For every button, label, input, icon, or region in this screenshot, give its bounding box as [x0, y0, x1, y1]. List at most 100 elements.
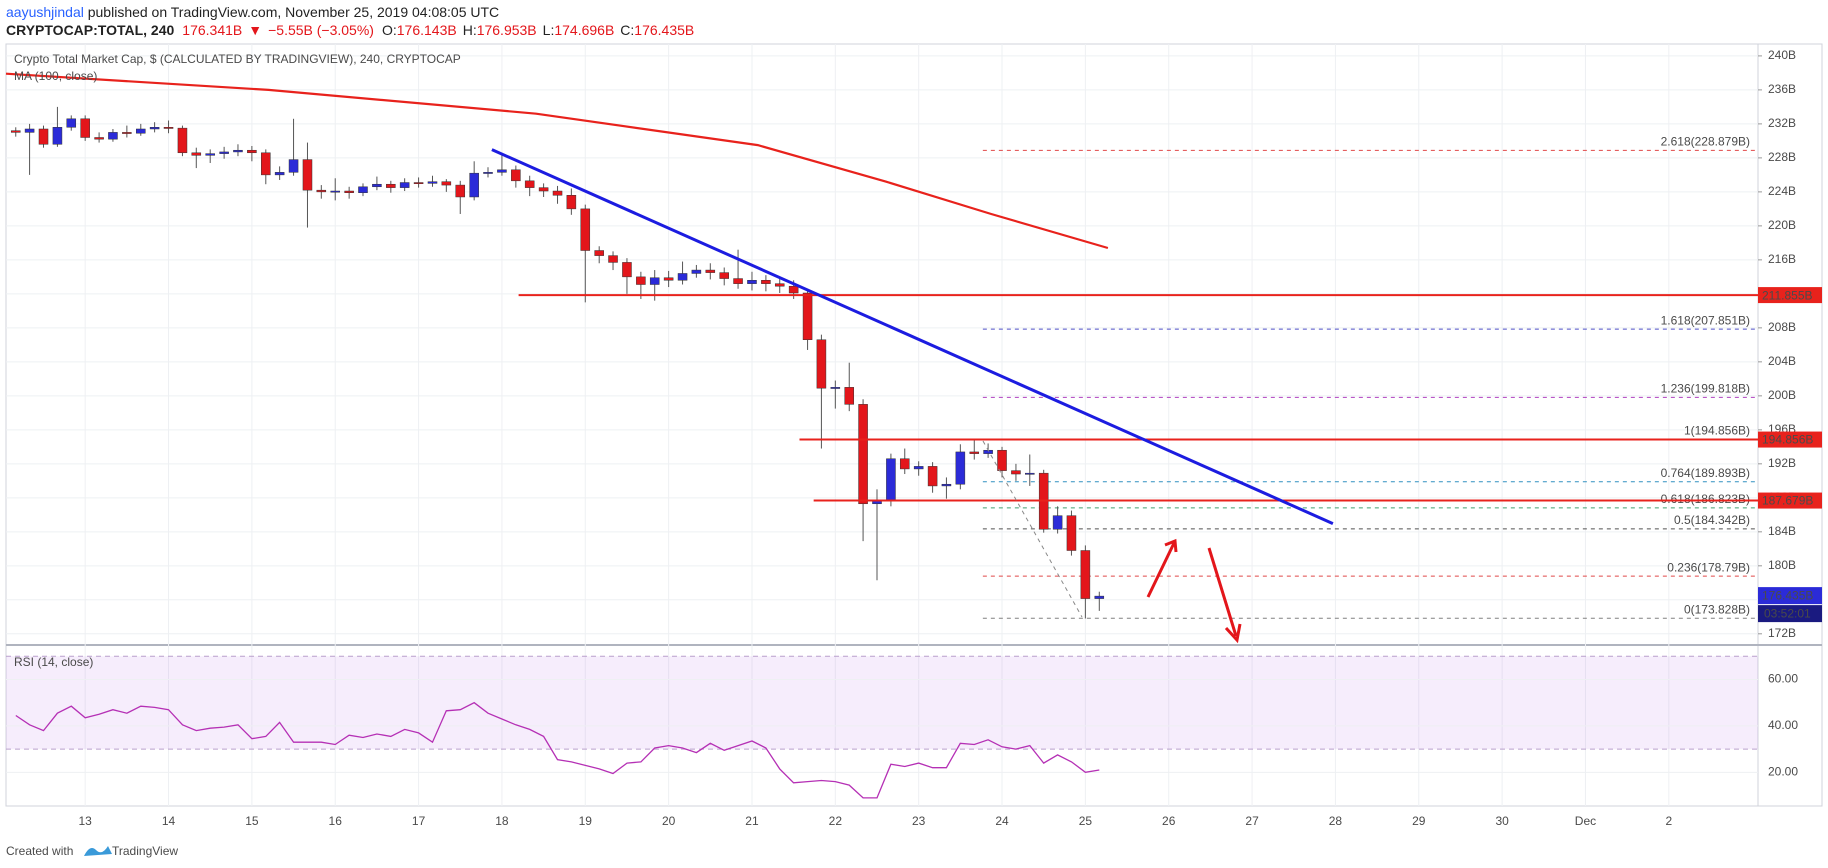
- candle-body: [122, 132, 132, 134]
- candle-body: [316, 189, 327, 193]
- candle-body: [705, 269, 716, 273]
- fib-label: 0(173.828B): [1684, 602, 1750, 616]
- candle-body: [358, 186, 368, 193]
- candle-body: [274, 172, 285, 176]
- last-price-label: 176.435B: [1762, 588, 1813, 602]
- candle-body: [913, 466, 924, 470]
- candle-body: [52, 127, 63, 145]
- x-tick-label: 19: [579, 814, 593, 828]
- trendline: [491, 148, 1334, 525]
- candle-body: [872, 500, 882, 505]
- candle-body: [1052, 515, 1063, 530]
- rsi-tick-label: 60.00: [1768, 672, 1798, 686]
- logo-icon: [84, 846, 112, 856]
- candle-body: [899, 458, 910, 470]
- candle-body: [636, 276, 646, 285]
- candle-body: [288, 159, 299, 173]
- candle-body: [344, 190, 354, 193]
- candle-body: [1094, 595, 1105, 599]
- candle-body: [677, 273, 688, 281]
- x-tick-label: 29: [1412, 814, 1426, 828]
- ohlc-value: 176.435B: [634, 22, 694, 38]
- candle-body: [858, 404, 868, 505]
- candle-body: [372, 183, 382, 188]
- candle-body: [580, 208, 591, 251]
- candle-body: [1066, 515, 1077, 551]
- candle-body: [455, 184, 466, 198]
- ohlc-key: C:: [620, 22, 634, 38]
- y-tick-label: 172B: [1768, 626, 1796, 640]
- x-tick-label: 30: [1495, 814, 1509, 828]
- candle-body: [761, 280, 771, 284]
- candle-body: [524, 180, 535, 188]
- candle-body: [649, 277, 660, 285]
- x-tick-label: 22: [829, 814, 843, 828]
- candle-body: [191, 152, 202, 156]
- candle-body: [1080, 550, 1091, 599]
- ma-label: MA (100, close): [14, 69, 97, 83]
- fib-label: 0.236(178.79B): [1667, 560, 1750, 574]
- candle-body: [691, 269, 702, 274]
- candle-body: [552, 190, 563, 196]
- candle-body: [566, 195, 577, 210]
- y-tick-label: 236B: [1768, 82, 1796, 96]
- y-tick-label: 200B: [1768, 388, 1796, 402]
- y-tick-label: 228B: [1768, 150, 1796, 164]
- y-tick-label: 192B: [1768, 456, 1796, 470]
- candle-body: [830, 387, 841, 389]
- level-tag: [1758, 431, 1822, 448]
- candle-body: [816, 339, 827, 389]
- level-tag: [1758, 492, 1822, 509]
- y-tick-label: 216B: [1768, 252, 1796, 266]
- fib-label: 2.618(228.879B): [1661, 135, 1750, 149]
- candle-body: [94, 137, 104, 140]
- footer-brand[interactable]: TradingView: [112, 844, 178, 858]
- arrow: ▼: [248, 22, 262, 38]
- x-tick-label: 24: [995, 814, 1009, 828]
- chart-title: Crypto Total Market Cap, $ (CALCULATED B…: [14, 52, 461, 66]
- rsi-label: RSI (14, close): [14, 655, 93, 669]
- symbol-line: CRYPTOCAP:TOTAL, 240 176.341B ▼ −5.55B (−3.…: [6, 22, 694, 38]
- candle-body: [1025, 472, 1035, 475]
- countdown-label: 03:52:01: [1764, 606, 1811, 620]
- x-tick-label: 14: [162, 814, 176, 828]
- candle-body: [927, 466, 938, 487]
- candle-body: [247, 149, 257, 154]
- y-tick-label: 232B: [1768, 116, 1796, 130]
- level-tag-label: 187.679B: [1762, 494, 1813, 508]
- fib-label: 0.618(186.823B): [1661, 492, 1750, 506]
- candle-body: [149, 127, 160, 130]
- candle-body: [219, 151, 229, 154]
- candle-body: [969, 451, 980, 454]
- footer-created: Created with: [6, 844, 73, 858]
- candle-body: [622, 262, 632, 278]
- published: published on TradingView.com, November 2…: [84, 4, 499, 20]
- candle-body: [941, 483, 952, 487]
- x-tick-label: 25: [1079, 814, 1093, 828]
- candle-body: [497, 169, 507, 173]
- x-tick-label: 2: [1665, 814, 1672, 828]
- x-tick-label: 16: [329, 814, 343, 828]
- candle-body: [511, 169, 521, 182]
- candle-body: [261, 152, 271, 176]
- candle-body: [205, 153, 215, 156]
- fib-label: 1.236(199.818B): [1661, 382, 1750, 396]
- candle-body: [80, 118, 90, 138]
- candle-body: [136, 128, 146, 134]
- candle-body: [594, 250, 604, 256]
- candle-body: [997, 449, 1007, 471]
- y-tick-label: 224B: [1768, 184, 1796, 198]
- candle-body: [24, 128, 35, 133]
- x-tick-label: 21: [745, 814, 759, 828]
- candle-body: [413, 182, 424, 184]
- candle-body: [163, 127, 174, 129]
- x-tick-label: 26: [1162, 814, 1176, 828]
- x-tick-label: 23: [912, 814, 926, 828]
- candle-body: [469, 172, 479, 198]
- countdown-tag: [1758, 605, 1822, 623]
- candle-body: [108, 132, 118, 140]
- candle-body: [719, 272, 729, 279]
- ohlc-key: H:: [463, 22, 477, 38]
- author[interactable]: aayushjindal: [6, 4, 84, 20]
- y-tick-label: 180B: [1768, 558, 1796, 572]
